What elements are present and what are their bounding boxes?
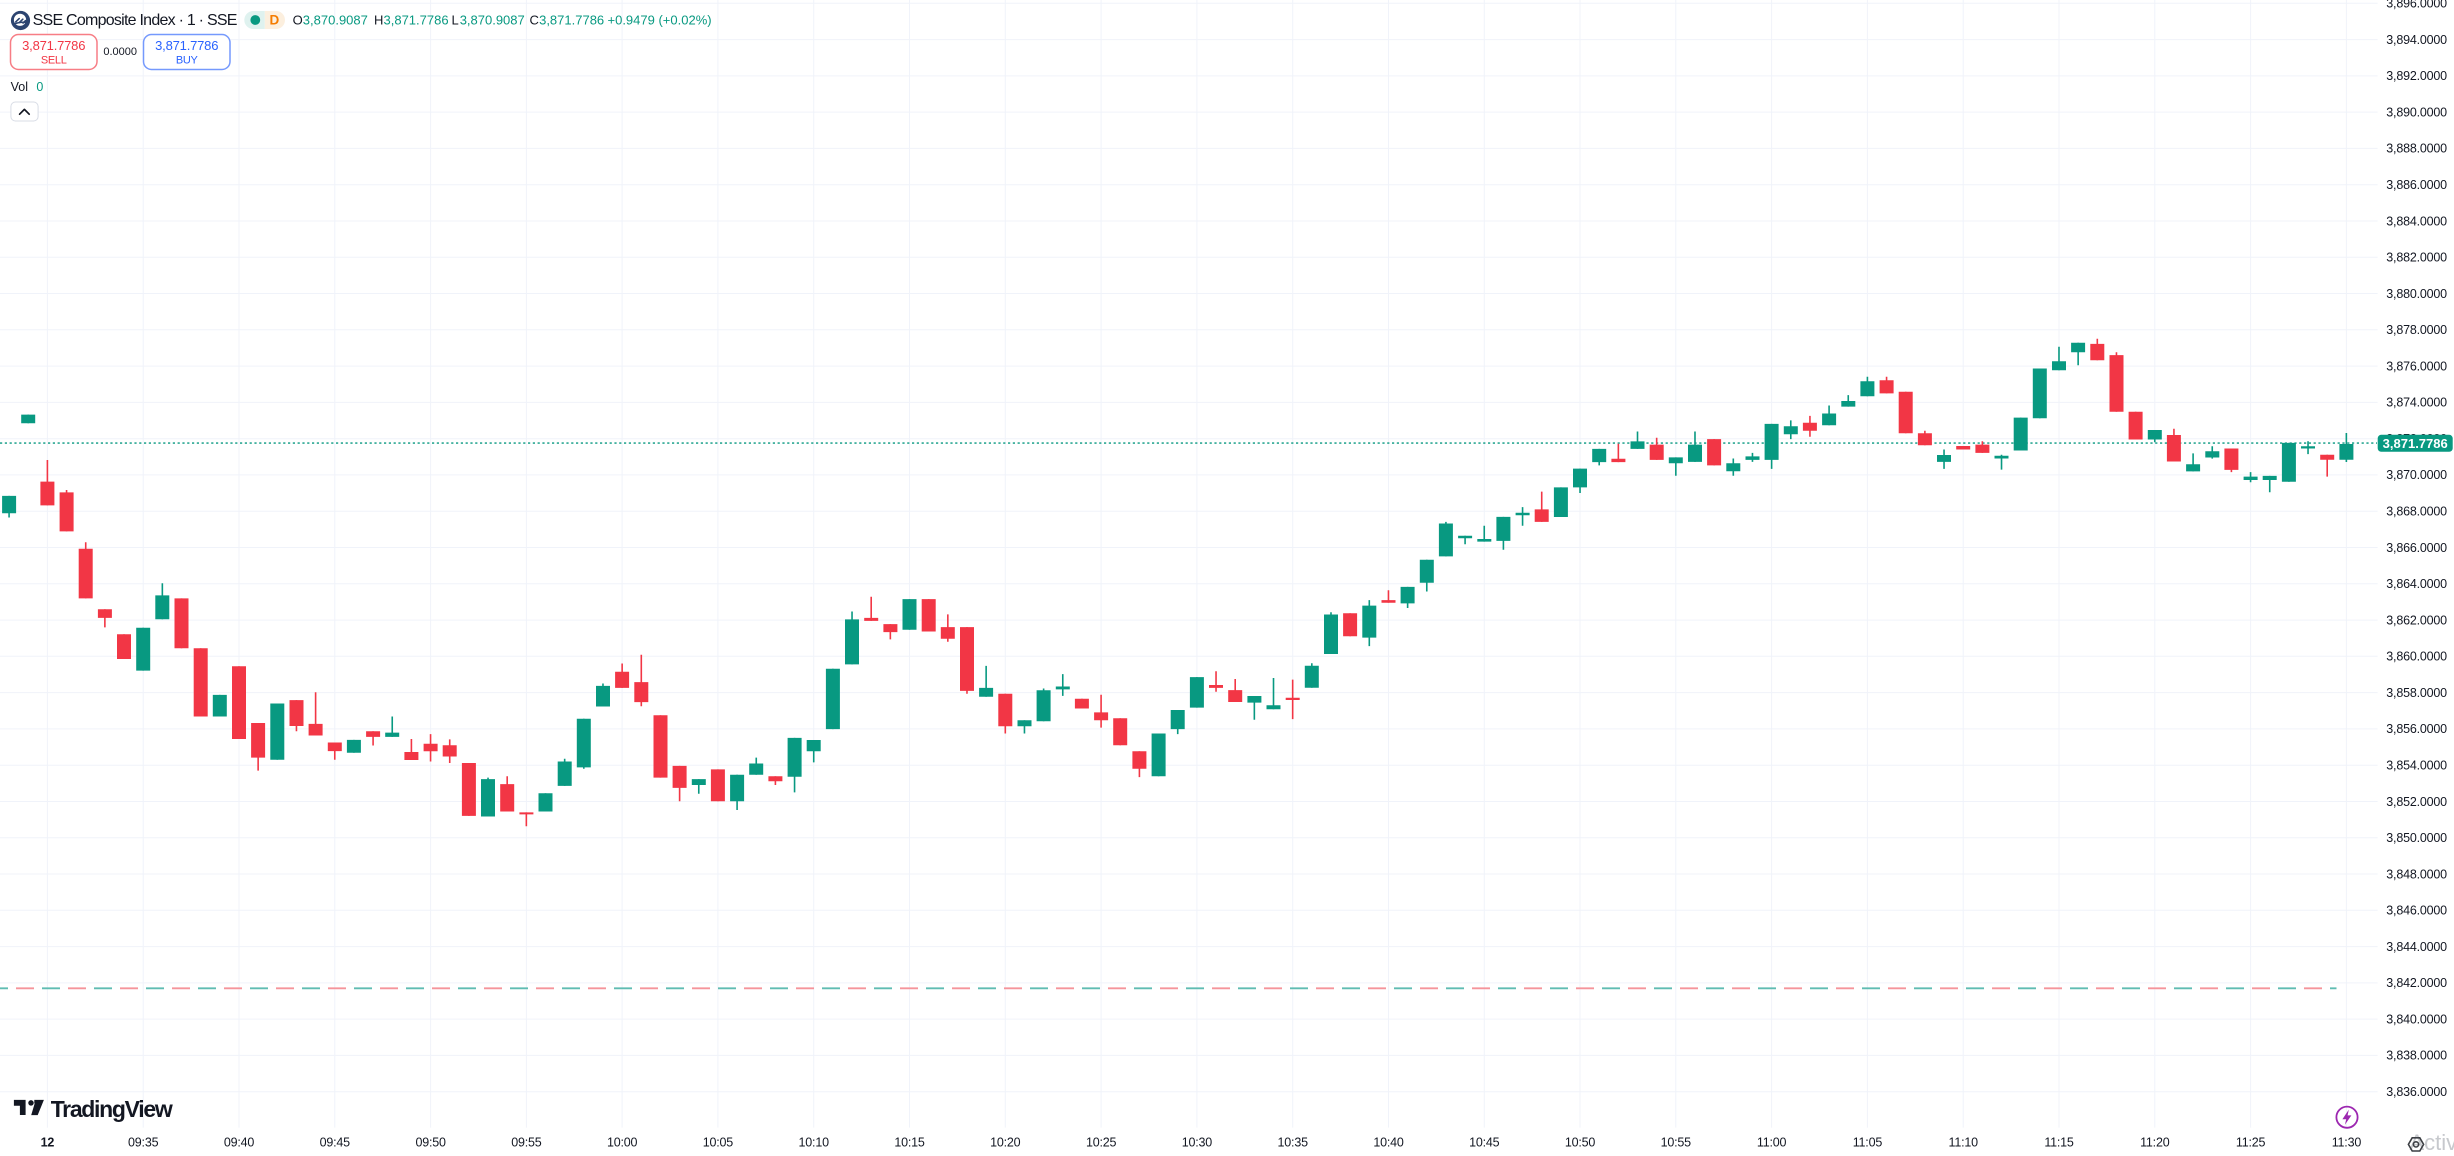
svg-text:3,870.9087: 3,870.9087 — [460, 13, 525, 28]
svg-text:SELL: SELL — [41, 54, 67, 66]
svg-text:10:50: 10:50 — [1565, 1136, 1596, 1150]
svg-text:10:35: 10:35 — [1278, 1136, 1309, 1150]
svg-text:3,844.0000: 3,844.0000 — [2386, 940, 2447, 954]
svg-text:H: H — [374, 13, 383, 28]
svg-text:10:55: 10:55 — [1661, 1136, 1692, 1150]
svg-text:3,871.7786: 3,871.7786 — [22, 38, 85, 53]
svg-text:10:40: 10:40 — [1373, 1136, 1404, 1150]
svg-text:3,896.0000: 3,896.0000 — [2386, 0, 2447, 11]
svg-text:3,860.0000: 3,860.0000 — [2386, 650, 2447, 664]
svg-text:3,854.0000: 3,854.0000 — [2386, 759, 2447, 773]
svg-text:10:30: 10:30 — [1182, 1136, 1213, 1150]
svg-text:12: 12 — [41, 1136, 55, 1150]
svg-text:3,878.0000: 3,878.0000 — [2386, 323, 2447, 337]
svg-text:3,888.0000: 3,888.0000 — [2386, 142, 2447, 156]
svg-text:11:00: 11:00 — [1757, 1136, 1787, 1150]
svg-text:3,862.0000: 3,862.0000 — [2386, 613, 2447, 627]
svg-text:3,884.0000: 3,884.0000 — [2386, 214, 2447, 228]
svg-text:0.0000: 0.0000 — [103, 46, 137, 58]
svg-text:0: 0 — [36, 80, 43, 94]
svg-text:10:15: 10:15 — [894, 1136, 925, 1150]
svg-text:3,894.0000: 3,894.0000 — [2386, 33, 2447, 47]
svg-text:10:25: 10:25 — [1086, 1136, 1117, 1150]
svg-text:3,871.7786: 3,871.7786 — [155, 38, 218, 53]
svg-text:10:10: 10:10 — [799, 1136, 830, 1150]
svg-text:O: O — [293, 13, 303, 28]
svg-text:3,890.0000: 3,890.0000 — [2386, 105, 2447, 119]
svg-text:10:00: 10:00 — [607, 1136, 638, 1150]
svg-text:3,840.0000: 3,840.0000 — [2386, 1012, 2447, 1026]
svg-text:TradingView: TradingView — [51, 1096, 173, 1122]
svg-text:11:30: 11:30 — [2332, 1136, 2362, 1150]
svg-text:3,856.0000: 3,856.0000 — [2386, 722, 2447, 736]
svg-text:3,838.0000: 3,838.0000 — [2386, 1049, 2447, 1063]
svg-text:11:25: 11:25 — [2236, 1136, 2266, 1150]
svg-text:3,870.9087: 3,870.9087 — [303, 13, 368, 28]
svg-text:09:40: 09:40 — [224, 1136, 255, 1150]
svg-text:3,874.0000: 3,874.0000 — [2386, 396, 2447, 410]
svg-text:+0.9479 (+0.02%): +0.9479 (+0.02%) — [608, 13, 712, 28]
svg-text:3,868.0000: 3,868.0000 — [2386, 505, 2447, 519]
svg-text:3,852.0000: 3,852.0000 — [2386, 795, 2447, 809]
svg-text:3,871.7786: 3,871.7786 — [384, 13, 449, 28]
svg-text:3,870.0000: 3,870.0000 — [2386, 468, 2447, 482]
svg-text:11:05: 11:05 — [1853, 1136, 1883, 1150]
svg-text:SSE Composite Index · 1 · SSE: SSE Composite Index · 1 · SSE — [33, 12, 237, 29]
svg-text:3,882.0000: 3,882.0000 — [2386, 251, 2447, 265]
svg-text:3,886.0000: 3,886.0000 — [2386, 178, 2447, 192]
svg-text:11:20: 11:20 — [2140, 1136, 2170, 1150]
svg-text:C: C — [530, 13, 539, 28]
svg-text:BUY: BUY — [176, 54, 199, 66]
svg-text:3,871.7786: 3,871.7786 — [539, 13, 604, 28]
svg-text:09:55: 09:55 — [511, 1136, 542, 1150]
svg-text:11:15: 11:15 — [2044, 1136, 2074, 1150]
svg-text:3,876.0000: 3,876.0000 — [2386, 359, 2447, 373]
svg-text:3,836.0000: 3,836.0000 — [2386, 1085, 2447, 1099]
svg-text:L: L — [452, 13, 459, 28]
svg-text:09:45: 09:45 — [320, 1136, 351, 1150]
svg-text:3,842.0000: 3,842.0000 — [2386, 976, 2447, 990]
svg-text:09:50: 09:50 — [415, 1136, 446, 1150]
svg-text:Vol: Vol — [11, 80, 28, 94]
svg-text:3,850.0000: 3,850.0000 — [2386, 831, 2447, 845]
svg-text:3,871.7786: 3,871.7786 — [2383, 436, 2448, 451]
svg-text:11:10: 11:10 — [1949, 1136, 1979, 1150]
svg-text:3,858.0000: 3,858.0000 — [2386, 686, 2447, 700]
svg-text:3,866.0000: 3,866.0000 — [2386, 541, 2447, 555]
svg-text:10:45: 10:45 — [1469, 1136, 1500, 1150]
svg-text:D: D — [270, 13, 280, 28]
svg-text:3,864.0000: 3,864.0000 — [2386, 577, 2447, 591]
svg-text:10:20: 10:20 — [990, 1136, 1021, 1150]
svg-text:10:05: 10:05 — [703, 1136, 734, 1150]
svg-text:09:35: 09:35 — [128, 1136, 159, 1150]
svg-text:3,848.0000: 3,848.0000 — [2386, 867, 2447, 881]
svg-text:3,880.0000: 3,880.0000 — [2386, 287, 2447, 301]
svg-text:3,892.0000: 3,892.0000 — [2386, 69, 2447, 83]
svg-text:3,846.0000: 3,846.0000 — [2386, 904, 2447, 918]
